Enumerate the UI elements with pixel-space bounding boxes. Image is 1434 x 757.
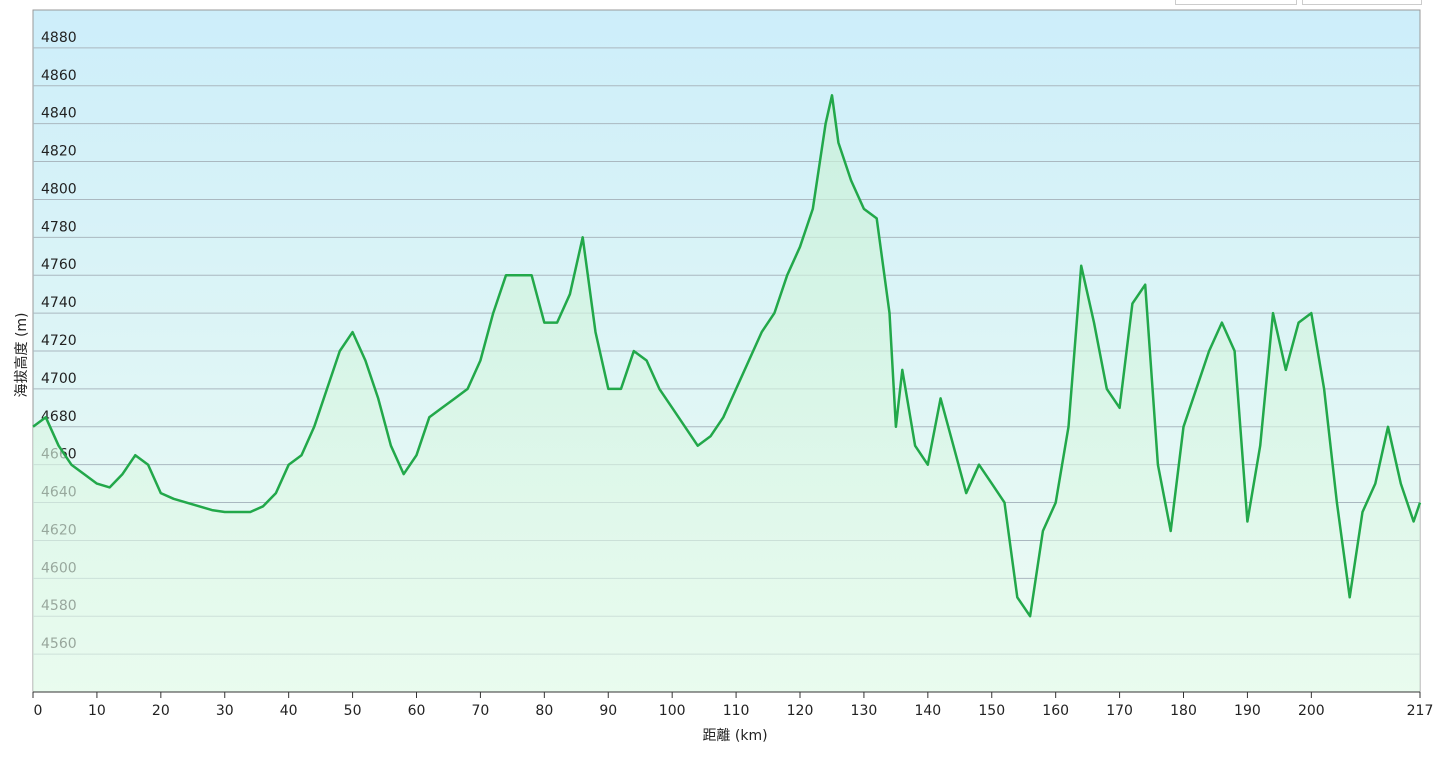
x-tick-label: 70: [472, 703, 490, 719]
x-tick-label: 100: [659, 703, 686, 719]
x-tick-label: 0: [34, 703, 43, 719]
x-tick-label: 20: [152, 703, 170, 719]
x-tick-label: 190: [1234, 703, 1261, 719]
y-tick-label: 4820: [41, 144, 77, 160]
y-tick-label: 4860: [41, 68, 77, 84]
x-tick-label: 200: [1298, 703, 1325, 719]
x-tick-label: 180: [1170, 703, 1197, 719]
x-tick-label: 60: [408, 703, 426, 719]
y-axis-label: 海拔高度 (m): [13, 312, 30, 397]
y-tick-label: 4700: [41, 371, 77, 387]
x-tick-label: 140: [914, 703, 941, 719]
x-tick-label: 217: [1407, 703, 1434, 719]
input-box[interactable]: [1175, 0, 1297, 5]
x-tick-label: 30: [216, 703, 234, 719]
x-tick-label: 150: [978, 703, 1005, 719]
x-axis-label: 距離 (km): [702, 727, 767, 744]
y-tick-label: 4760: [41, 257, 77, 273]
x-tick-label: 90: [599, 703, 617, 719]
x-tick-label: 10: [88, 703, 106, 719]
y-tick-label: 4740: [41, 295, 77, 311]
x-tick-label: 170: [1106, 703, 1133, 719]
elevation-line: [32, 94, 1422, 618]
y-tick-label: 4720: [41, 333, 77, 349]
x-tick-label: 120: [787, 703, 814, 719]
y-tick-label: 4880: [41, 30, 77, 46]
x-tick-label: 40: [280, 703, 298, 719]
y-tick-label: 4800: [41, 181, 77, 197]
area-fill: [33, 95, 1420, 693]
x-tick-label: 160: [1042, 703, 1069, 719]
y-tick-label: 4780: [41, 219, 77, 235]
x-tick-label: 130: [851, 703, 878, 719]
y-tick-label: 4680: [41, 409, 77, 425]
input-box[interactable]: [1302, 0, 1422, 5]
x-tick-label: 110: [723, 703, 750, 719]
x-tick-label: 80: [535, 703, 553, 719]
y-tick-label: 4840: [41, 106, 77, 122]
x-tick-label: 50: [344, 703, 362, 719]
